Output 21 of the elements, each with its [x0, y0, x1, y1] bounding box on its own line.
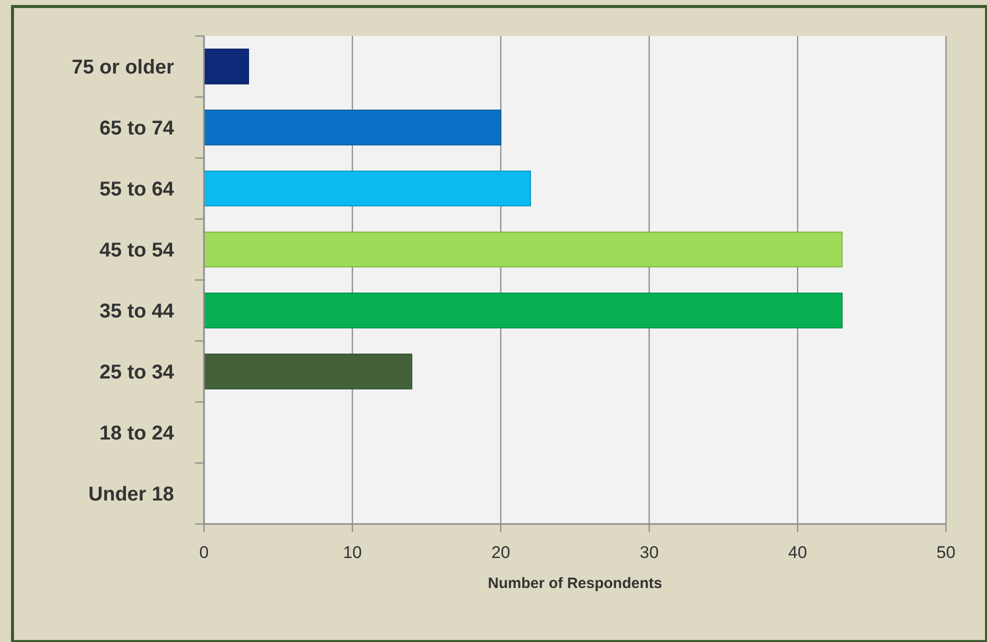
bar	[204, 292, 843, 328]
y-tick-label: Under 18	[88, 484, 174, 506]
bar	[204, 170, 531, 206]
bar	[204, 232, 843, 268]
bar	[204, 48, 250, 84]
y-tick-label: 65 to 74	[100, 118, 175, 140]
y-tick-label: 55 to 64	[100, 178, 175, 201]
y-tick-label: 35 to 44	[100, 300, 175, 323]
x-axis-title: Number of Respondents	[488, 575, 662, 592]
y-tick-label: 25 to 34	[100, 362, 175, 384]
bar	[204, 110, 502, 146]
y-tick-label: 45 to 54	[100, 240, 175, 262]
x-tick-label: 10	[342, 543, 362, 562]
x-tick-label: 30	[640, 543, 659, 562]
x-tick-label: 0	[199, 543, 209, 562]
x-tick-label: 50	[936, 543, 956, 562]
x-tick-label: 40	[788, 543, 808, 562]
x-tick-label: 20	[491, 543, 510, 562]
bar	[204, 354, 412, 390]
y-tick-label: 75 or older	[72, 56, 174, 79]
y-tick-label: 18 to 24	[100, 422, 175, 445]
